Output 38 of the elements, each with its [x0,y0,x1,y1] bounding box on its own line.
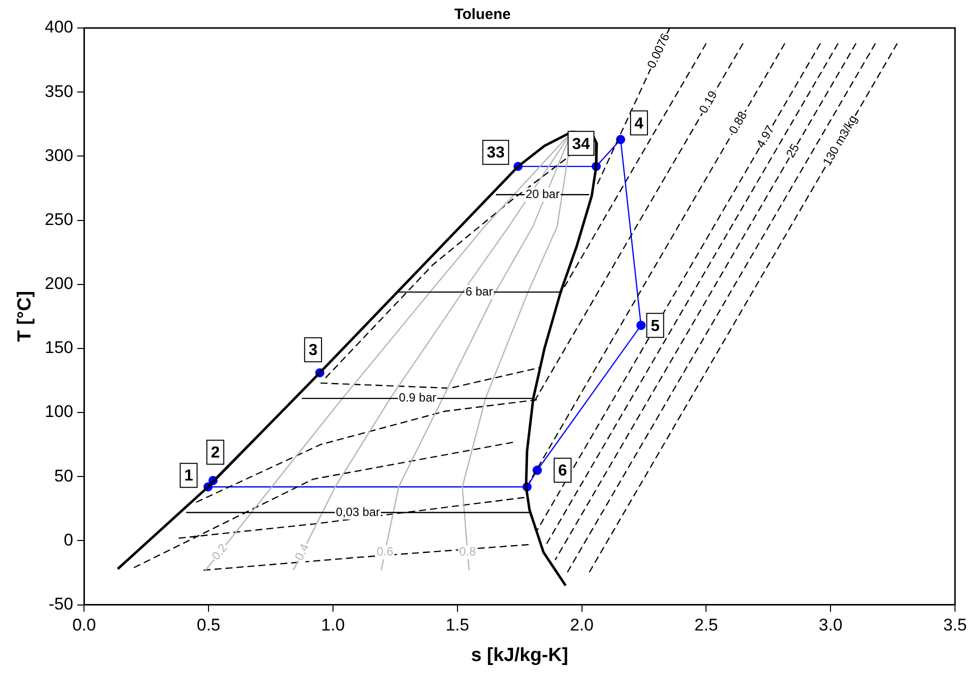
x-tick-label: 3.5 [943,616,967,635]
series-label: 0.6 [376,544,394,559]
y-tick-label: 200 [44,274,74,294]
y-axis-title: T [°C] [14,290,36,342]
x-tick-label: 1.0 [321,616,345,635]
y-tick-label: 400 [44,18,74,37]
annotation: 5 [650,318,660,335]
chart-title: Toluene [454,6,511,24]
y-tick-label: 300 [44,146,74,165]
annotation: 1 [184,468,194,485]
annotation: 4 [634,115,644,132]
y-tick-label: 250 [44,210,74,229]
y-tick-label: 0 [64,530,74,550]
annotation: 34 [572,136,590,153]
annotation: 6 [558,462,568,480]
x-tick-label: 2.5 [694,616,718,635]
annotation: 3 [308,342,318,360]
series-label: 20 bar [526,186,560,201]
text: 25 [783,141,802,160]
series-label: 0.8 [459,544,476,559]
text: 0.4 [292,541,312,563]
x-tick-label: 3.0 [818,616,842,635]
y-tick-label: -50 [48,594,74,614]
x-tick-label: 1.5 [446,616,470,635]
y-tick-label: 100 [44,402,74,422]
x-tick-label: 0.5 [196,616,220,635]
annotation: 33 [486,144,505,162]
series-label: 0,03 bar [336,504,380,519]
y-tick-label: 50 [54,466,74,486]
y-tick-label: 350 [44,82,74,101]
series-label: 0.9 bar [398,390,436,405]
y-tick-label: 150 [44,338,74,358]
annotation: 2 [210,444,220,462]
series-label: 6 bar [465,284,493,298]
x-tick-label: 0.0 [72,616,96,635]
text: 0.2 [208,540,230,563]
x-tick-label: 2.0 [570,616,594,635]
x-axis-title: s [kJ/kg-K] [471,644,568,666]
